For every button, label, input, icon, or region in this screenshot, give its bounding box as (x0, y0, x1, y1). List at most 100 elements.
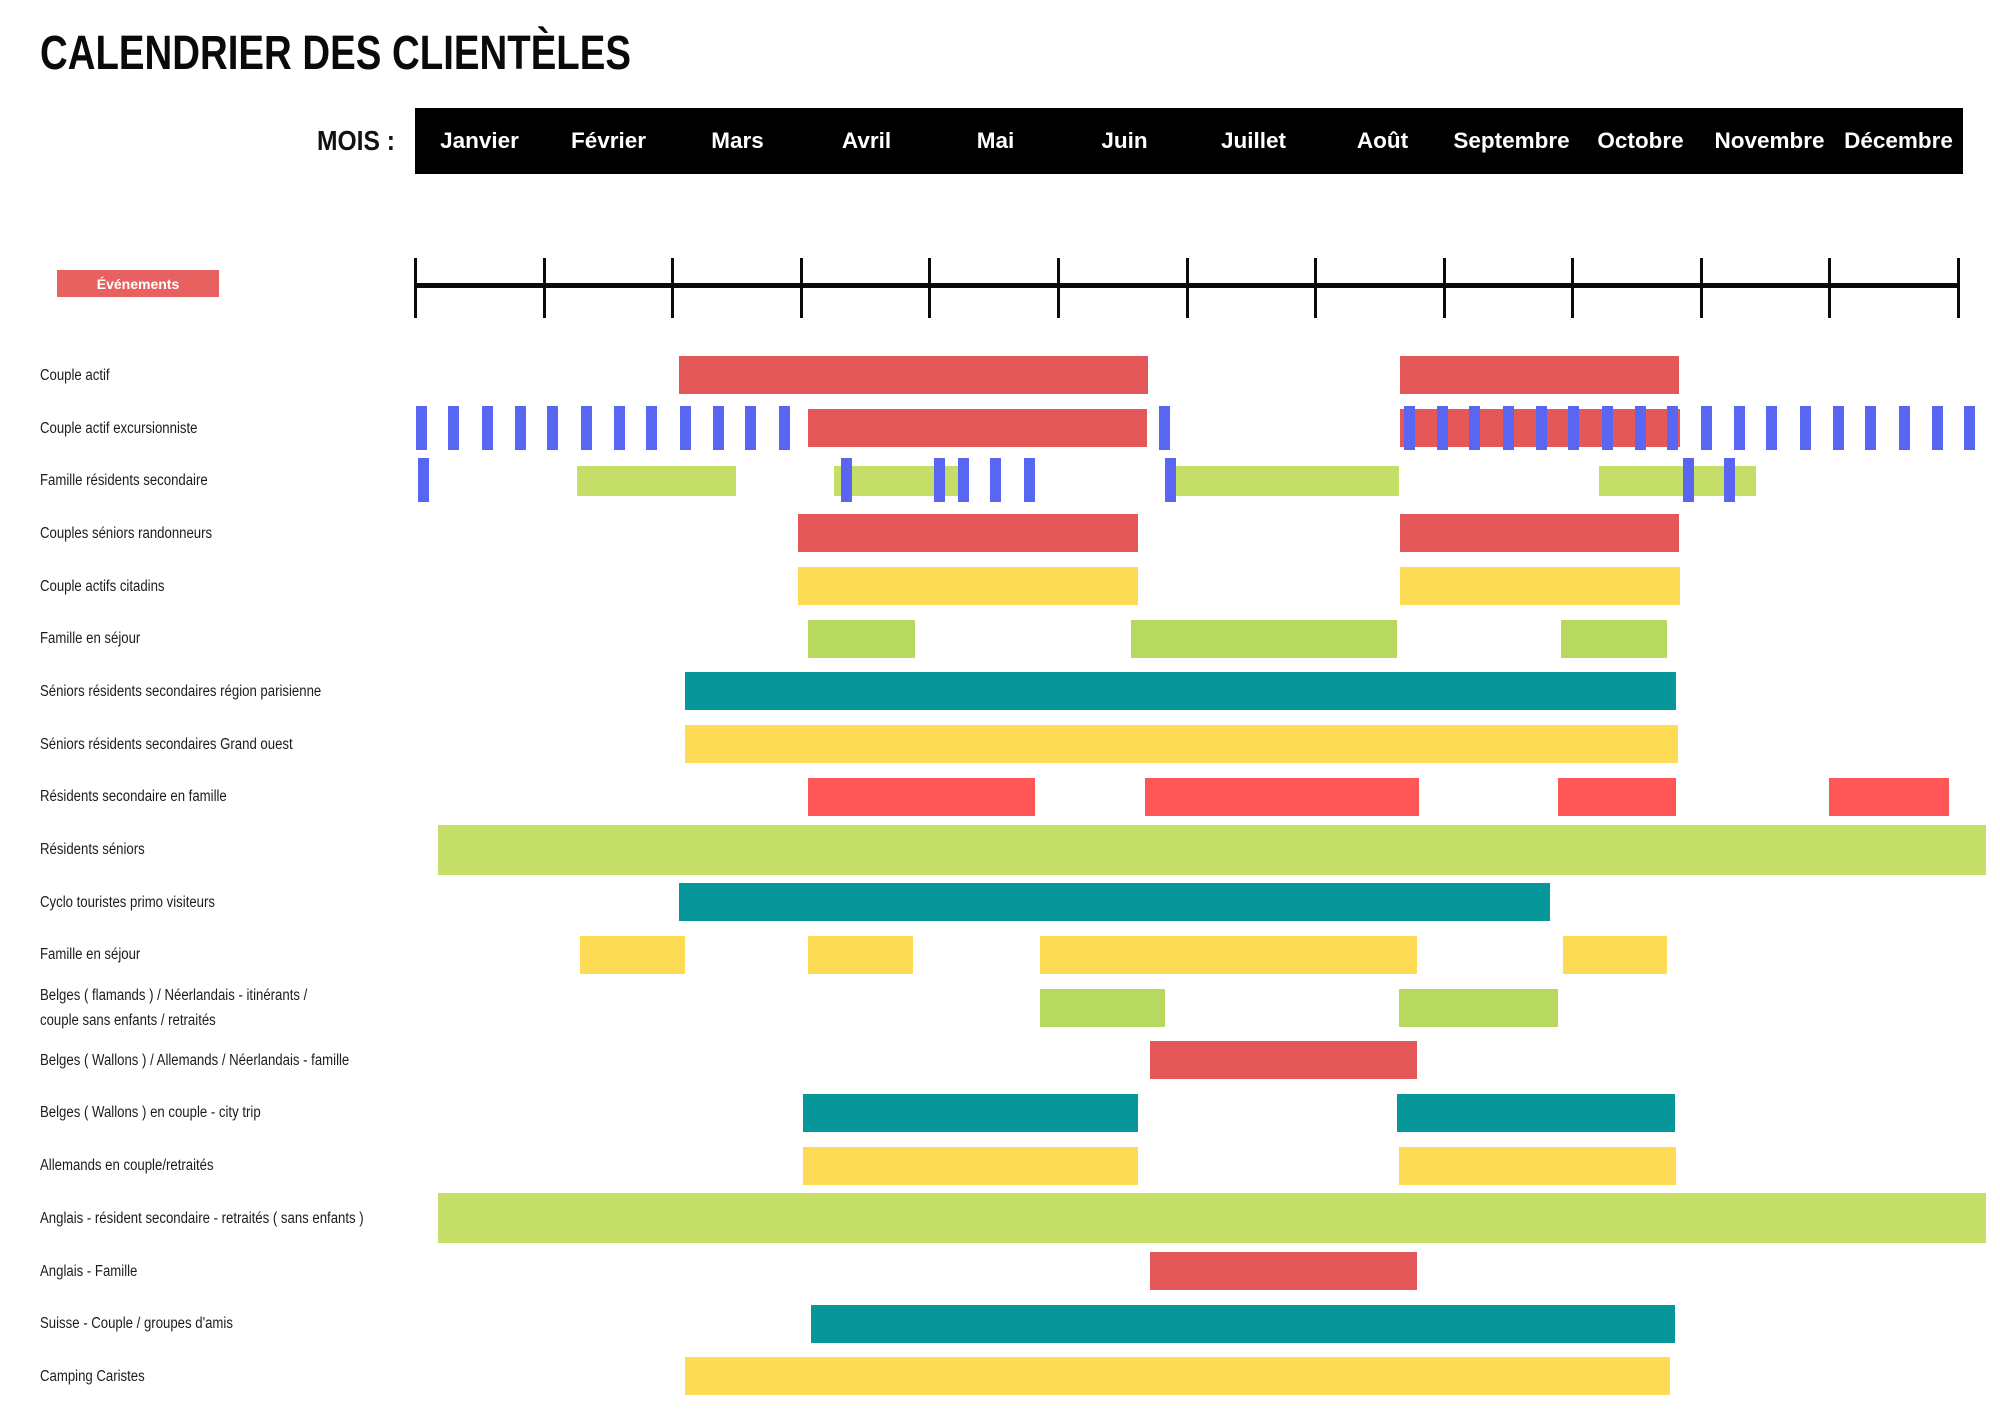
row-bars (415, 612, 1958, 665)
chart-row: Belges ( Wallons ) en couple - city trip (0, 1087, 2000, 1140)
event-dash (481, 405, 493, 450)
row-label: Couple actif (40, 349, 122, 402)
row-bars (415, 1139, 1958, 1192)
event-dash (745, 405, 757, 450)
row-bars (415, 454, 1958, 507)
event-dash (1159, 405, 1171, 450)
event-dash (547, 405, 559, 450)
gantt-bar (1039, 935, 1417, 974)
chart-row: Suisse - Couple / groupes d'amis (0, 1297, 2000, 1350)
gantt-bar (808, 619, 916, 658)
chart-row: Résidents secondaire en famille (0, 771, 2000, 824)
gantt-bar (1168, 465, 1399, 496)
event-dash (1682, 458, 1694, 503)
event-dash (778, 405, 790, 450)
gantt-bar (577, 465, 737, 496)
event-dash (1799, 405, 1811, 450)
event-dash (989, 458, 1001, 503)
timeline-tick (1442, 258, 1446, 318)
row-label-line: Belges ( flamands ) / Néerlandais - itin… (40, 986, 308, 1004)
gantt-bar (1399, 356, 1679, 395)
month-cell: Octobre (1597, 128, 1684, 153)
row-label-line: Belges ( Wallons ) en couple - city trip (40, 1104, 261, 1122)
month-cell: Juin (1101, 128, 1148, 153)
event-dash (1734, 405, 1746, 450)
month-header: Janvier Février Mars Avril Mai Juin Juillet Aoû… (415, 108, 1963, 174)
chart-row: Cyclo touristes primo visiteurs (0, 876, 2000, 929)
chart-row: Famille résidents secondaire (0, 454, 2000, 507)
row-bars (415, 665, 1958, 718)
timeline (414, 258, 1960, 318)
gantt-bar (438, 824, 1987, 875)
row-bars (415, 1034, 1958, 1087)
event-dash (1024, 458, 1036, 503)
row-bars (415, 349, 1958, 402)
gantt-bar (811, 1304, 1676, 1343)
page-title: CALENDRIER DES CLIENTÈLES (40, 27, 631, 80)
event-dash (1932, 405, 1944, 450)
gantt-bar (808, 409, 1147, 448)
row-label-line: Famille en séjour (40, 630, 141, 648)
row-label-line: couple sans enfants / retraités (40, 1011, 216, 1029)
row-bars (415, 402, 1976, 455)
gantt-bar (1150, 1252, 1417, 1291)
gantt-bar (438, 1193, 1987, 1244)
event-dash (646, 405, 658, 450)
event-dash (1502, 405, 1514, 450)
row-label: Couples séniors randonneurs (40, 507, 242, 560)
row-label-line: Séniors résidents secondaires Grand oues… (40, 735, 293, 753)
chart-row: Camping Caristes (0, 1350, 2000, 1403)
event-dash (1568, 405, 1580, 450)
event-dash (1667, 405, 1679, 450)
row-label-line: Couple actif (40, 366, 110, 384)
row-label: Suisse - Couple / groupes d'amis (40, 1297, 267, 1350)
row-label-line: Anglais - résident secondaire - retraité… (40, 1209, 364, 1227)
event-dash (1437, 405, 1449, 450)
gantt-bar (678, 356, 1148, 395)
timeline-tick (1314, 258, 1318, 318)
gantt-bar (1560, 619, 1668, 658)
row-bars (415, 981, 1958, 1034)
row-label-line: Résidents secondaire en famille (40, 788, 227, 806)
row-label: Allemands en couple/retraités (40, 1139, 244, 1192)
event-dash (1469, 405, 1481, 450)
row-label: Cyclo touristes primo visiteurs (40, 876, 246, 929)
row-label-line: Allemands en couple/retraités (40, 1157, 214, 1175)
row-label: Résidents secondaire en famille (40, 771, 260, 824)
event-dash (1403, 405, 1415, 450)
row-bars (415, 1087, 1958, 1140)
chart-row: Anglais - résident secondaire - retraité… (0, 1192, 2000, 1245)
row-label-line: Suisse - Couple / groupes d'amis (40, 1315, 233, 1333)
row-label-line: Famille en séjour (40, 946, 141, 964)
chart-row: Séniors résidents secondaires Grand oues… (0, 718, 2000, 771)
row-label-line: Camping Caristes (40, 1367, 145, 1385)
chart-row: Couples séniors randonneurs (0, 507, 2000, 560)
event-dash (580, 405, 592, 450)
row-label: Résidents séniors (40, 823, 163, 876)
event-dash (840, 458, 852, 503)
row-label: Famille résidents secondaire (40, 454, 237, 507)
gantt-bar (798, 514, 1138, 553)
row-bars (415, 1297, 1958, 1350)
row-label: Séniors résidents secondaires région par… (40, 665, 371, 718)
chart-row: Belges ( flamands ) / Néerlandais - itin… (0, 981, 2000, 1034)
event-dash (1601, 405, 1613, 450)
gantt-bar (685, 1357, 1670, 1396)
row-label: Belges ( Wallons ) en couple - city trip (40, 1087, 300, 1140)
gantt-bar (1398, 988, 1559, 1027)
timeline-tick (1699, 258, 1703, 318)
row-label-line: Cyclo touristes primo visiteurs (40, 893, 215, 911)
row-label: Camping Caristes (40, 1350, 163, 1403)
chart-row: Belges ( Wallons ) / Allemands / Néerlan… (0, 1034, 2000, 1087)
gantt-bar (803, 1093, 1138, 1132)
timeline-tick (799, 258, 803, 318)
timeline-tick (1828, 258, 1832, 318)
chart-row: Allemands en couple/retraités (0, 1139, 2000, 1192)
chart-row: Couple actif excursionniste (0, 402, 2000, 455)
month-cell: Janvier (440, 128, 519, 153)
row-bars (415, 560, 1958, 613)
row-label: Belges ( Wallons ) / Allemands / Néerlan… (40, 1034, 404, 1087)
timeline-tick (1185, 258, 1189, 318)
gantt-bar (1399, 514, 1679, 553)
month-cell: Août (1356, 128, 1409, 153)
